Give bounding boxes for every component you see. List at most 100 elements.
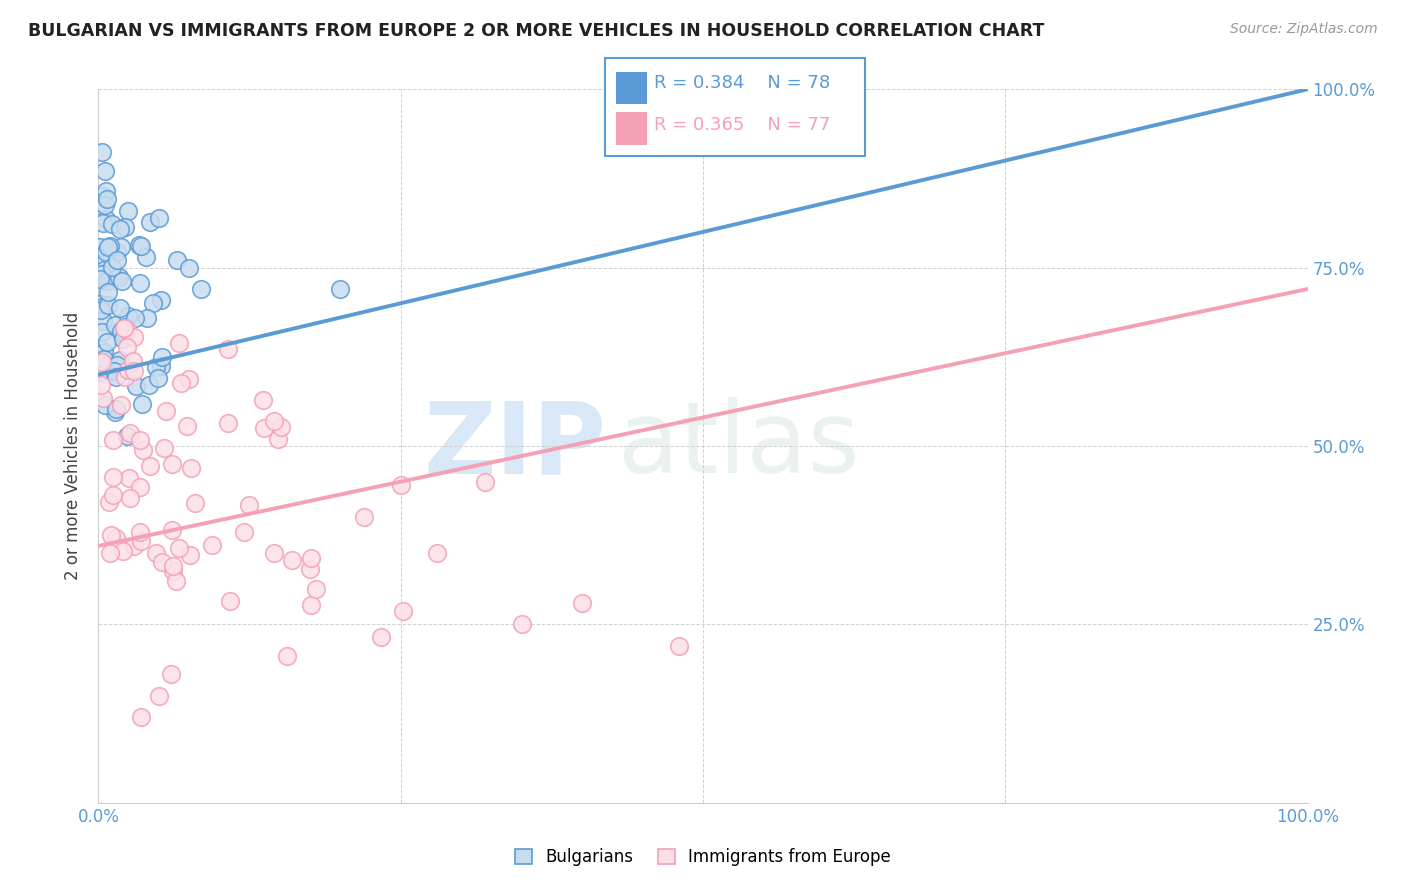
Point	[122, 539, 145, 553]
Point	[389, 478, 412, 492]
Point	[117, 429, 139, 443]
Point	[94, 244, 117, 259]
Point	[329, 282, 352, 296]
Point	[103, 364, 125, 378]
Point	[232, 524, 254, 539]
Point	[160, 523, 183, 537]
Text: R = 0.365    N = 77: R = 0.365 N = 77	[654, 116, 830, 134]
Point	[105, 252, 128, 267]
Point	[238, 499, 260, 513]
Point	[105, 531, 128, 545]
Point	[510, 617, 533, 632]
Point	[122, 364, 145, 378]
Point	[93, 263, 115, 277]
Point	[93, 398, 115, 412]
Point	[98, 546, 121, 560]
Point	[128, 433, 150, 447]
Text: atlas: atlas	[619, 398, 860, 494]
Point	[149, 359, 172, 373]
Point	[145, 360, 167, 375]
Point	[190, 282, 212, 296]
Point	[115, 322, 138, 336]
Point	[129, 481, 152, 495]
Point	[135, 250, 157, 264]
Point	[131, 442, 153, 457]
Point	[148, 211, 170, 225]
Point	[184, 496, 207, 510]
Point	[114, 320, 136, 334]
Point	[101, 488, 124, 502]
Point	[668, 639, 690, 653]
Point	[426, 546, 449, 560]
Point	[392, 604, 415, 618]
Point	[170, 376, 193, 390]
Point	[280, 553, 302, 567]
Point	[90, 145, 112, 159]
Point	[104, 318, 127, 332]
Point	[101, 218, 124, 232]
Point	[96, 335, 118, 350]
Point	[142, 296, 165, 310]
Point	[110, 324, 132, 338]
Point	[299, 550, 322, 565]
Text: BULGARIAN VS IMMIGRANTS FROM EUROPE 2 OR MORE VEHICLES IN HOUSEHOLD CORRELATION : BULGARIAN VS IMMIGRANTS FROM EUROPE 2 OR…	[28, 22, 1045, 40]
Point	[104, 402, 127, 417]
Point	[201, 538, 224, 552]
Point	[253, 421, 276, 435]
Point	[118, 491, 141, 505]
Point	[114, 220, 136, 235]
Point	[115, 340, 138, 354]
Point	[166, 253, 188, 268]
Point	[160, 667, 183, 681]
Point	[150, 555, 173, 569]
Text: ZIP: ZIP	[423, 398, 606, 494]
Text: R = 0.384    N = 78: R = 0.384 N = 78	[654, 74, 830, 92]
Point	[96, 184, 118, 198]
Point	[101, 260, 124, 274]
Point	[138, 215, 160, 229]
Point	[176, 418, 198, 433]
Point	[125, 378, 148, 392]
Point	[263, 546, 285, 560]
Point	[162, 457, 184, 471]
Point	[97, 285, 120, 300]
Point	[298, 562, 321, 576]
Point	[91, 392, 114, 406]
Point	[138, 377, 160, 392]
Point	[474, 475, 496, 489]
Point	[167, 335, 190, 350]
Point	[97, 240, 120, 254]
Point	[94, 164, 117, 178]
Point	[93, 198, 115, 212]
Point	[93, 351, 115, 366]
Text: Source: ZipAtlas.com: Source: ZipAtlas.com	[1230, 22, 1378, 37]
Point	[117, 204, 139, 219]
Point	[93, 299, 115, 313]
Point	[91, 314, 114, 328]
Point	[101, 469, 124, 483]
Point	[167, 541, 190, 555]
Point	[110, 222, 132, 236]
Point	[270, 420, 292, 434]
Point	[179, 548, 201, 562]
Point	[94, 212, 117, 227]
Point	[96, 274, 118, 288]
Legend: Bulgarians, Immigrants from Europe: Bulgarians, Immigrants from Europe	[515, 847, 891, 866]
Point	[124, 310, 146, 325]
Point	[103, 433, 125, 447]
Point	[107, 270, 129, 285]
Point	[97, 269, 120, 284]
Point	[129, 525, 152, 540]
Point	[89, 365, 111, 379]
Point	[117, 309, 139, 323]
Point	[111, 332, 134, 346]
Point	[180, 461, 202, 475]
Point	[165, 574, 187, 588]
Point	[128, 277, 150, 291]
Point	[97, 494, 120, 508]
Point	[118, 426, 141, 441]
Point	[104, 370, 127, 384]
Point	[162, 564, 184, 578]
Point	[105, 245, 128, 260]
Point	[100, 528, 122, 542]
